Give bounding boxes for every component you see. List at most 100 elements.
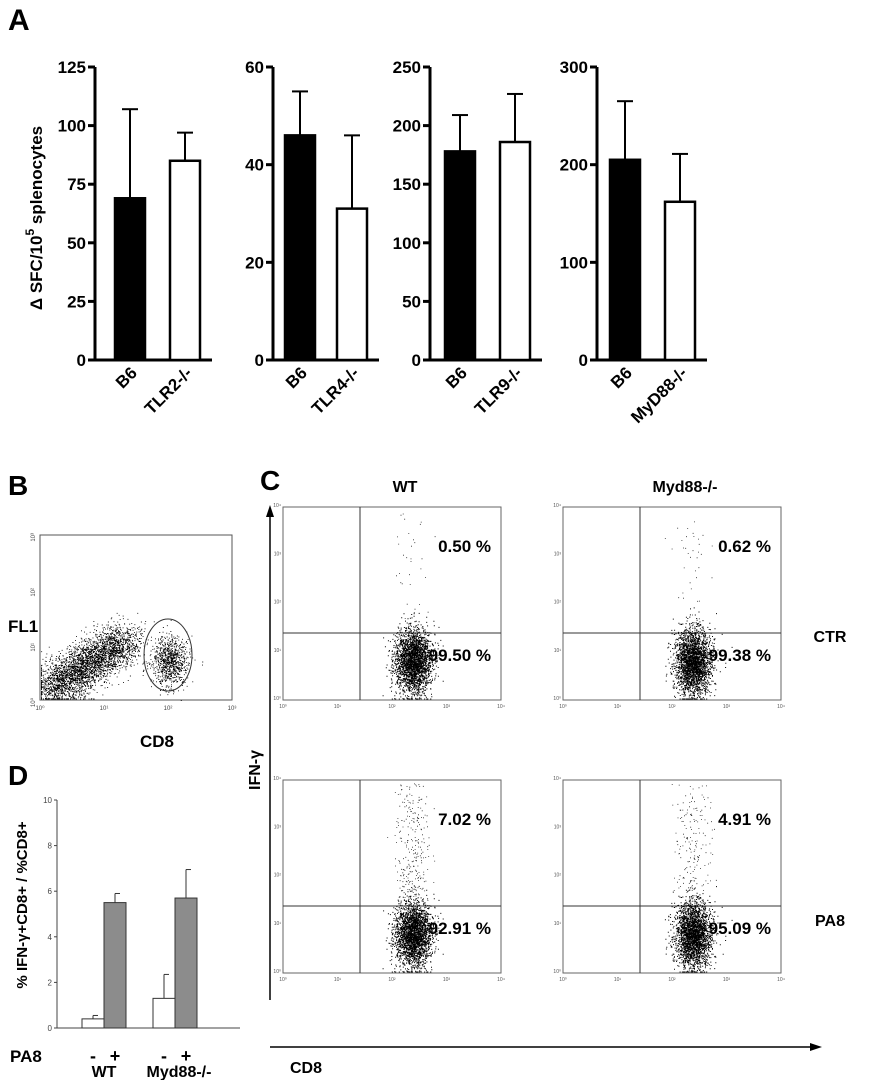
bar-b6 [113,197,147,362]
x-tick-label: 10² [164,706,173,712]
y-tick-label: 10² [274,873,282,879]
bar-wt-plus [103,902,127,1029]
x-tick-label: 10⁰ [559,977,567,983]
row-label-pa8: PA8 [815,913,845,930]
y-tick-label: 0 [412,351,421,370]
y-tick-label: 10⁰ [553,696,561,702]
y-tick-label: 10⁰ [273,969,281,975]
panel-a-ylabel: Δ SFC/105 splenocytes [23,126,46,310]
y-tick-label: 10⁴ [553,503,561,509]
panel-letter-c: C [260,465,280,496]
y-tick-label: 50 [67,234,86,253]
y-tick-label: 10³ [31,533,37,542]
bar-b6 [443,150,477,362]
panel-c-flow-grid: WT Myd88-/-CTRPA8IFN-γCD810⁰10⁰10¹10¹10²1… [247,479,847,1077]
y-tick-label: 10² [554,873,562,879]
bar-b6 [608,158,642,362]
panel-b-flow-plot: 10⁰ 10¹ 10² 10³ 10⁰ 10¹ 10² 10³ FL1 CD8 [8,533,236,751]
y-tick-label: 200 [393,117,421,136]
y-tick-label: 10² [274,600,282,606]
y-tick-label: 100 [560,253,588,272]
y-tick-label: 10³ [274,551,282,557]
plot-frame [562,779,782,974]
x-tick-label: 10⁰ [279,704,287,710]
x-axis-label: CD8 [140,732,174,751]
quadrant-upper-percent: 7.02 % [438,810,491,829]
bar-myd88-minus [152,997,176,1029]
y-tick-label: 10¹ [274,921,282,927]
y-tick-label: 40 [245,156,264,175]
x-tick-label: 10⁰ [279,977,287,983]
arrowhead-icon [810,1043,822,1051]
x-tick-label: TLR4-/- [308,363,363,418]
y-tick-label: 125 [58,58,86,77]
column-label-myd88: Myd88-/- [653,479,718,496]
group-label: Myd88-/- [147,1064,212,1080]
y-tick-label: 0 [579,351,588,370]
row-label-pa8: PA8 [10,1047,42,1066]
x-tick-label: 10⁴ [497,977,505,983]
quadrant-lower-percent: 95.09 % [709,919,771,938]
x-tick-label: TLR9-/- [471,363,526,418]
y-tick-label: 6 [48,887,53,896]
condition-label: + [181,1046,192,1066]
quadrant-lower-percent: 99.38 % [709,646,771,665]
y-tick-label: 10¹ [554,648,562,654]
y-tick-label: 10⁴ [273,776,281,782]
x-tick-label: 10³ [443,977,451,983]
row-label-ctr: CTR [814,629,847,646]
y-tick-label: 10 [43,796,52,805]
flow-plot-myd88-ctr: 10⁰ 10⁰ 10¹ 10¹ 10² 10² 10³ 10³ 10⁴ 10⁴ 0.62 % 99.3… [553,503,785,710]
event-cloud-lower [382,612,444,700]
y-tick-label: 150 [393,175,421,194]
y-tick-label: 100 [58,117,86,136]
x-tick-label: 10⁴ [497,704,505,710]
flow-plot-wt-ctr: 10⁰ 10⁰ 10¹ 10¹ 10² 10² 10³ 10³ 10⁴ 10⁴ 0.50 % 99.5… [273,503,505,710]
y-tick-label: 10⁰ [273,696,281,702]
x-tick-label: 10⁴ [777,704,785,710]
x-tick-label: 10³ [228,706,237,712]
y-axis-label: FL1 [8,617,38,636]
y-tick-label: 0 [255,351,264,370]
flow-plot-wt-pa8: 10⁰ 10⁰ 10¹ 10¹ 10² 10² 10³ 10³ 10⁴ 10⁴ 7.02 % 92.9… [273,776,505,983]
y-tick-label: 20 [245,253,264,272]
flow-plot-myd88-pa8: 10⁰ 10⁰ 10¹ 10¹ 10² 10² 10³ 10³ 10⁴ 10⁴ 4.91 % 95.0… [553,776,785,983]
x-tick-label: 10⁰ [35,705,45,712]
group-label: WT [92,1064,117,1080]
bar-myd88 [663,200,697,362]
x-tick-label: 10² [388,977,396,983]
y-tick-label: 8 [48,842,53,851]
plot-frame [562,506,782,701]
x-tick-label: B6 [607,363,636,392]
y-tick-label: 0 [48,1024,53,1033]
bar-b6 [283,134,317,362]
quadrant-lower-percent: 99.50 % [429,646,491,665]
bar-tlr2 [168,159,202,362]
x-tick-label: 10² [388,704,396,710]
event-cloud-lower [382,885,444,973]
y-tick-label: 250 [393,58,421,77]
y-tick-label: 10⁴ [273,503,281,509]
x-tick-label: 10⁰ [559,704,567,710]
x-axis-label: CD8 [290,1060,322,1077]
bar-chart-a1: 0 25 50 75 100 125 B6 TLR2-/- [58,58,212,418]
y-tick-label: 10⁰ [30,697,37,707]
y-tick-label: 10¹ [274,648,282,654]
panel-letter-b: B [8,470,28,501]
y-axis-label: % IFN-γ+CD8+ / %CD8+ [14,821,31,988]
y-tick-label: 10⁴ [553,776,561,782]
x-tick-label: 10² [668,704,676,710]
y-tick-label: 10¹ [31,643,37,652]
panel-letter-a: A [8,4,30,37]
y-tick-label: 10² [554,600,562,606]
gate-ellipse [143,618,193,692]
panel-letter-d: D [8,760,28,791]
event-cloud-upper [396,513,436,640]
y-axis-label: IFN-γ [247,750,264,790]
y-tick-label: 10³ [554,551,562,557]
event-cloud-upper [664,521,713,641]
y-tick-label: 10¹ [554,921,562,927]
bar-tlr4 [335,207,369,362]
